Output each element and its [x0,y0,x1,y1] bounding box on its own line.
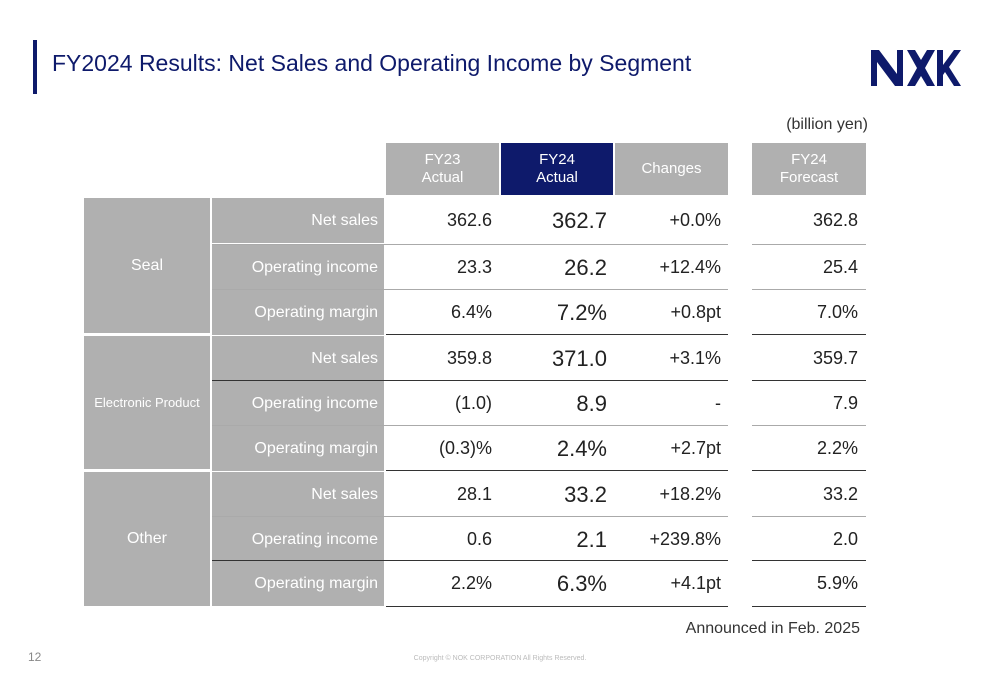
row-label: Net sales [212,472,384,517]
segment-divider [386,334,728,335]
unit-label: (billion yen) [786,116,868,133]
row-label: Net sales [212,336,384,381]
page-number: 12 [28,650,42,664]
cell-fy24: 8.9 [576,390,607,416]
cell-fy23: 359.8 [446,348,492,368]
cell-forecast: 362.8 [812,210,858,230]
cell-fy24: 26.2 [564,254,607,280]
row-divider [752,380,866,381]
cell-forecast: 25.4 [822,257,858,277]
header-changes: Changes [615,143,728,195]
cell-change: +18.2% [659,484,721,504]
row-label: Net sales [212,198,384,243]
row-label: Operating margin [212,561,384,606]
header-fy23-line1: FY23 [424,151,461,168]
cell-fy23: 0.6 [466,529,492,549]
row-divider [212,425,728,426]
row-label: Operating income [212,245,384,290]
cell-fy24: 371.0 [551,345,607,371]
row-divider [752,244,866,245]
row-divider [212,289,728,290]
table-bottom-border [386,606,728,607]
cell-change: +4.1pt [670,573,721,593]
cell-change: +239.8% [649,529,721,549]
header-forecast-line1: FY24 [791,151,827,168]
segment-divider [752,470,866,471]
row-label: Operating margin [212,426,384,471]
cell-fy23: 6.4% [450,302,492,322]
row-divider [212,380,728,381]
cell-forecast: 5.9% [816,573,858,593]
cell-fy23: (1.0) [454,393,492,413]
header-forecast-line2: Forecast [779,169,839,186]
segment-other: Other [84,472,210,606]
row-divider [752,560,866,561]
header-fy23-line2: Actual [421,169,464,186]
segment-divider [752,334,866,335]
header-fy23-actual: FY23 Actual [386,143,499,195]
row-divider [752,289,866,290]
cell-change: +3.1% [669,348,721,368]
cell-forecast: 2.2% [816,438,858,458]
cell-fy23: 28.1 [456,484,492,504]
segment-electronic-product: Electronic Product [84,336,210,469]
cell-fy24: 362.7 [551,207,607,233]
row-label: Operating income [212,517,384,562]
cell-fy24: 33.2 [564,481,607,507]
segment-seal: Seal [84,198,210,333]
cell-forecast: 2.0 [832,529,858,549]
row-label: Operating income [212,381,384,426]
announcement-note: Announced in Feb. 2025 [685,620,860,637]
header-changes-label: Changes [641,160,702,177]
row-divider [752,516,866,517]
cell-fy24: 2.4% [556,435,607,461]
page-title: FY2024 Results: Net Sales and Operating … [52,50,692,76]
row-label: Operating margin [212,290,384,335]
table-bottom-border [752,606,866,607]
nok-logo [871,50,961,86]
row-divider [212,244,728,245]
header-fy24-line1: FY24 [539,151,575,168]
row-divider [212,560,728,561]
cell-change: +0.8pt [670,302,721,322]
cell-change: +2.7pt [670,438,721,458]
cell-fy23: 362.6 [446,210,492,230]
header-fy24-actual: FY24 Actual [501,143,613,195]
cell-forecast: 7.0% [816,302,858,322]
copyright-notice: Copyright © NOK CORPORATION All Rights R… [413,655,587,662]
title-accent-bar [33,40,37,94]
row-divider [752,425,866,426]
cell-change: - [715,393,721,413]
segment-divider [386,470,728,471]
cell-forecast: 7.9 [832,393,858,413]
cell-change: +0.0% [669,210,721,230]
cell-fy23: 2.2% [450,573,492,593]
cell-fy24: 7.2% [556,299,607,325]
cell-change: +12.4% [659,257,721,277]
cell-fy23: (0.3)% [438,438,492,458]
header-fy24-forecast: FY24 Forecast [752,143,866,195]
header-fy24-line2: Actual [536,169,578,186]
cell-fy24: 2.1 [576,526,607,552]
cell-forecast: 359.7 [812,348,858,368]
row-divider [212,516,728,517]
cell-forecast: 33.2 [822,484,858,504]
cell-fy24: 6.3% [556,570,607,596]
cell-fy23: 23.3 [456,257,492,277]
